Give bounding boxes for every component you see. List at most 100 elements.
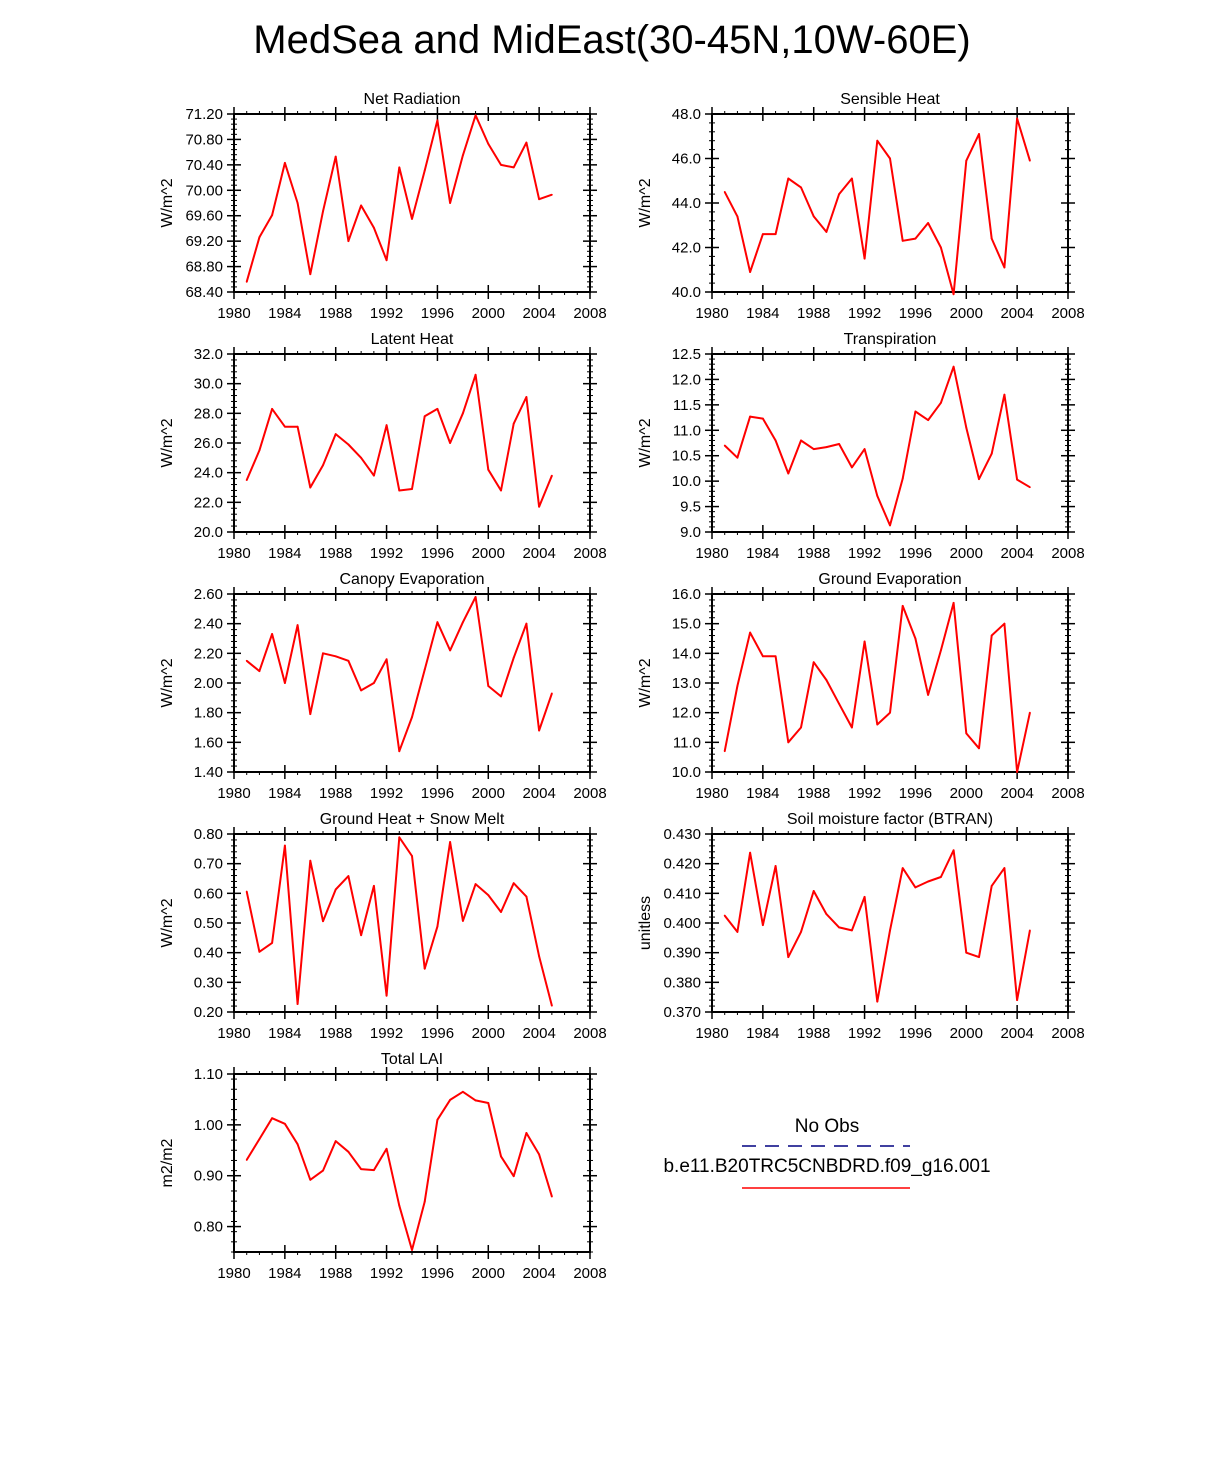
data-point — [889, 524, 891, 527]
legend-model-label: b.e11.B20TRC5CNBDRD.f09_g16.001 — [663, 1156, 991, 1177]
data-point — [787, 472, 790, 475]
y-tick-label: 32.0 — [194, 346, 223, 363]
data-point — [411, 217, 413, 220]
y-axis-label: W/m^2 — [159, 898, 176, 947]
data-point — [258, 670, 261, 673]
x-tick-label: 1980 — [217, 545, 250, 562]
x-tick-label: 1988 — [797, 785, 830, 802]
data-point — [749, 631, 752, 634]
y-tick-label: 28.0 — [194, 405, 223, 422]
x-tick-label: 1992 — [848, 785, 881, 802]
legend-obs-label: No Obs — [794, 1116, 860, 1137]
y-axis-label: W/m^2 — [637, 658, 654, 707]
panel-sensible-heat: 1980 1984 1988 1992 1996 2000 2004 2008 40.0 42.0… — [637, 91, 1085, 322]
x-tick-label: 1988 — [319, 1265, 352, 1282]
x-tick-label: 1988 — [319, 1025, 352, 1042]
panel-title: Ground Evaporation — [818, 571, 961, 588]
data-point — [347, 1150, 350, 1153]
data-point — [500, 911, 502, 913]
data-point — [876, 1000, 879, 1003]
data-point — [812, 890, 815, 892]
x-tick-label: 1988 — [797, 545, 830, 562]
data-point — [990, 452, 993, 455]
data-point — [245, 1159, 248, 1161]
y-tick-label: 0.400 — [663, 915, 701, 932]
data-point — [914, 237, 917, 240]
data-point — [550, 474, 553, 477]
data-point — [487, 685, 490, 687]
data-point — [927, 222, 930, 224]
data-point — [876, 723, 879, 726]
data-point — [525, 895, 528, 898]
data-point — [512, 422, 515, 425]
y-tick-label: 0.430 — [663, 826, 701, 843]
data-point — [512, 656, 515, 659]
y-tick-label: 1.60 — [194, 734, 223, 751]
data-point — [271, 407, 274, 410]
data-point — [939, 649, 942, 652]
y-tick-label: 11.0 — [673, 422, 701, 439]
y-tick-label: 15.0 — [672, 616, 701, 633]
data-point — [245, 890, 248, 893]
data-point — [347, 240, 350, 243]
y-tick-label: 2.40 — [194, 616, 223, 633]
y-axis-label: W/m^2 — [637, 178, 654, 227]
x-tick-label: 1984 — [746, 1025, 779, 1042]
data-point — [736, 685, 739, 687]
data-point — [1016, 999, 1019, 1002]
panel-title: Net Radiation — [364, 91, 461, 108]
data-point — [787, 177, 790, 180]
x-tick-label: 2000 — [472, 785, 505, 802]
x-tick-label: 1984 — [746, 785, 779, 802]
data-point — [774, 865, 777, 867]
data-point — [863, 895, 866, 898]
data-point — [825, 446, 828, 448]
y-tick-label: 0.60 — [194, 885, 223, 902]
y-axis-label: W/m^2 — [159, 418, 176, 467]
y-tick-label: 68.80 — [185, 259, 223, 276]
data-point — [296, 425, 299, 428]
data-point — [360, 934, 363, 937]
data-point — [512, 882, 515, 885]
data-point — [322, 1169, 324, 1172]
data-point — [838, 702, 841, 705]
data-point — [322, 464, 324, 467]
data-point — [863, 640, 866, 643]
panel-net-radiation: 1980 1984 1988 1992 1996 2000 2004 2008 68.40 68.… — [159, 91, 607, 322]
y-tick-label: 20.0 — [194, 524, 223, 541]
x-tick-label: 2004 — [1000, 545, 1033, 562]
data-point — [258, 449, 261, 452]
data-point — [1028, 711, 1031, 714]
data-point — [283, 162, 286, 164]
data-point — [296, 624, 299, 627]
data-point — [901, 477, 904, 480]
data-point — [258, 236, 261, 239]
panel-latent-heat: 1980 1984 1988 1992 1996 2000 2004 2008 20.0 22.0… — [159, 331, 607, 562]
data-point — [322, 652, 324, 655]
data-point — [296, 202, 299, 204]
data-point — [411, 1249, 413, 1251]
y-tick-label: 12.5 — [672, 346, 701, 363]
x-tick-label: 1984 — [268, 545, 301, 562]
data-point — [385, 1147, 388, 1150]
data-point — [774, 439, 777, 442]
data-point — [436, 925, 439, 928]
data-point — [347, 443, 350, 446]
data-point — [761, 417, 764, 420]
data-point — [550, 692, 553, 695]
data-point — [825, 231, 828, 233]
data-point — [334, 155, 337, 158]
data-point — [876, 494, 879, 497]
x-tick-label: 2000 — [950, 785, 983, 802]
y-tick-label: 0.50 — [194, 915, 223, 932]
data-point — [761, 655, 764, 658]
y-tick-label: 11.0 — [673, 734, 701, 751]
data-point — [449, 442, 452, 444]
data-point — [436, 119, 439, 122]
data-point — [423, 415, 426, 418]
x-tick-label: 2004 — [522, 545, 555, 562]
data-point — [347, 875, 350, 878]
data-point — [1016, 771, 1019, 773]
data-point — [271, 214, 274, 216]
y-tick-label: 0.410 — [663, 885, 701, 902]
